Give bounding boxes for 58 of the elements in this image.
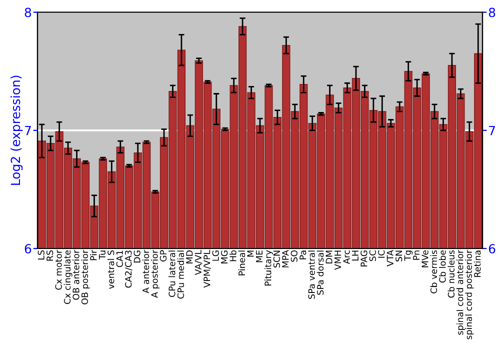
x-tick-label: LH bbox=[352, 250, 358, 260]
x-tick-label: PAG bbox=[360, 250, 368, 266]
x-tick-label: LG bbox=[212, 250, 219, 261]
x-tick-label: spinal cord posterior bbox=[465, 250, 474, 340]
x-tick-label: SO bbox=[290, 250, 298, 262]
x-tick-label: CPu lateral bbox=[168, 250, 176, 297]
y-axis-title: Log2 (expression) bbox=[10, 76, 23, 185]
y2-tick-label: 6 bbox=[488, 244, 496, 254]
x-tick-label: CA1 bbox=[116, 250, 123, 268]
x-tick-label: SPa ventral bbox=[308, 250, 315, 299]
x-tick-label: Arc bbox=[343, 250, 350, 264]
x-tick-label: Cx cingulate bbox=[64, 250, 72, 304]
x-tick-label: VMH bbox=[334, 250, 341, 270]
x-tick-label: MD bbox=[186, 250, 193, 264]
x-tick-label: OB posterior bbox=[81, 250, 90, 304]
x-tick-label: CA2/CA3 bbox=[125, 250, 132, 288]
x-tick-label: CPu medial bbox=[177, 250, 184, 299]
x-tick-label: GP bbox=[160, 250, 167, 262]
x-tick-label: Pn bbox=[413, 250, 420, 260]
x-tick-label: SC bbox=[369, 250, 376, 261]
x-tick-label: Pineal bbox=[238, 250, 246, 276]
x-tick-label: Pa bbox=[300, 250, 306, 260]
x-tick-label: Tg bbox=[404, 250, 413, 261]
x-tick-label: Tu bbox=[98, 250, 106, 260]
x-tick-label: ME bbox=[256, 250, 262, 262]
x-tick-label: Cb lobe bbox=[439, 250, 446, 283]
x-tick-label: DM bbox=[326, 250, 332, 264]
x-tick-label: OB anterior bbox=[72, 250, 80, 300]
x-tick-label: A posterior bbox=[151, 250, 160, 298]
x-tick-label: SN bbox=[396, 250, 402, 262]
y-tick-label: 8 bbox=[24, 8, 32, 18]
y2-tick-label: 8 bbox=[488, 8, 496, 18]
x-tick-label: RS bbox=[46, 250, 54, 261]
x-tick-label: MVe bbox=[422, 250, 428, 268]
x-tick-label: IC bbox=[378, 250, 385, 258]
x-tick-label: DG bbox=[134, 250, 140, 263]
x-tick-label: Cb vermis bbox=[430, 250, 438, 294]
x-tick-label: spinal cord anterior bbox=[456, 250, 465, 335]
x-tick-label: SCN bbox=[273, 250, 280, 268]
x-tick-label: A anterior bbox=[142, 250, 150, 294]
x-tick-label: SPa dorsal bbox=[316, 250, 324, 295]
x-tick-label: Hb bbox=[230, 250, 236, 262]
x-tick-label: M bbox=[247, 250, 254, 257]
x-tick-label: Pir bbox=[90, 250, 97, 260]
x-tick-label: VA/VL bbox=[194, 250, 202, 276]
x-tick-label: LS bbox=[38, 250, 44, 260]
y-tick-label: 7 bbox=[25, 126, 31, 136]
x-tick-label: VPM/VPL bbox=[204, 250, 211, 288]
x-tick-label: Retina bbox=[474, 250, 481, 277]
y-tick-label: 6 bbox=[24, 244, 32, 254]
x-tick-label: Cx motor bbox=[55, 250, 62, 290]
x-tick-label: MG bbox=[221, 250, 228, 264]
x-tick-label: Cb nucleus bbox=[448, 250, 454, 298]
x-tick-label: MPA bbox=[282, 250, 289, 268]
y2-tick-label: 7 bbox=[489, 126, 495, 136]
x-tick-label: Pituitary bbox=[264, 250, 273, 286]
x-tick-label: VTA bbox=[386, 250, 394, 266]
x-tick-label: ventral S bbox=[107, 250, 114, 289]
